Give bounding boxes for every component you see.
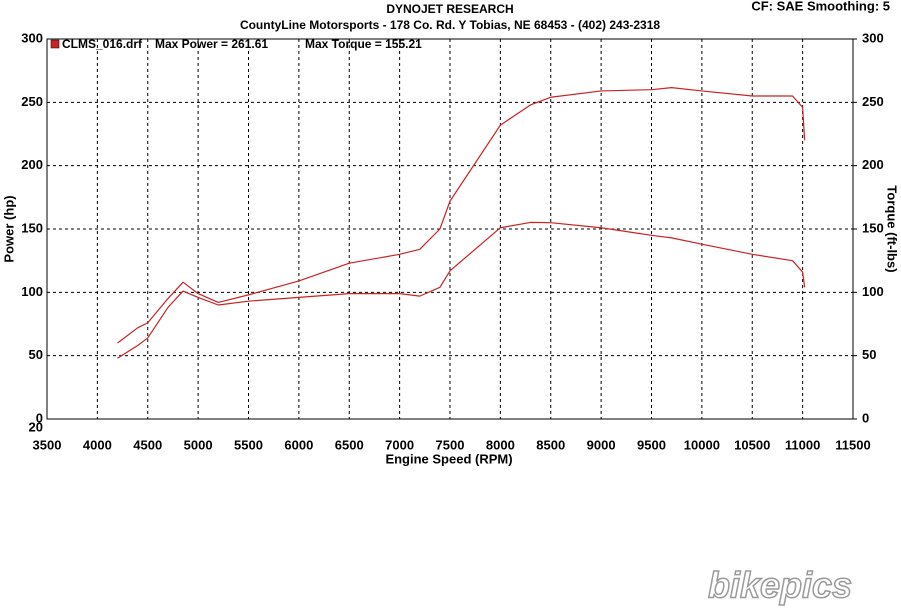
y2-tick-label: 50 xyxy=(862,347,876,362)
y2-tick-label: 100 xyxy=(862,284,884,299)
annotation: Max Power = 261.61 xyxy=(155,37,268,51)
y-tick-label: 200 xyxy=(21,157,43,172)
x-tick-label: 6000 xyxy=(284,437,313,452)
chart-title: DYNOJET RESEARCH xyxy=(386,2,513,16)
x-tick-label: 11500 xyxy=(835,437,870,452)
x-tick-label: 9500 xyxy=(637,437,666,452)
x-tick-label: 10500 xyxy=(734,437,770,452)
x-tick-label: 9000 xyxy=(587,437,616,452)
lines xyxy=(117,87,806,359)
x-tick-label: 8000 xyxy=(486,437,515,452)
x-tick-label: 6500 xyxy=(335,437,364,452)
x-tick-label: 5500 xyxy=(234,437,263,452)
y-tick-label: 150 xyxy=(21,220,43,235)
y2-tick-label: 300 xyxy=(862,30,884,45)
chart-subtitle: CountyLine Motorsports - 178 Co. Rd. Y T… xyxy=(240,18,660,32)
y-tick-label: 50 xyxy=(29,347,43,362)
y-tick-label: 300 xyxy=(21,30,43,45)
series-line xyxy=(117,221,806,359)
x-tick-label: 5000 xyxy=(184,437,213,452)
x-tick-label: 7500 xyxy=(436,437,465,452)
x-tick-label: 7000 xyxy=(385,437,414,452)
y2-tick-label: 200 xyxy=(862,157,884,172)
x-tick-label: 8500 xyxy=(536,437,565,452)
x-tick-label: 3500 xyxy=(33,437,62,452)
y2-tick-label: 150 xyxy=(862,220,884,235)
series-line xyxy=(117,87,806,344)
legend-label: CLMS_016.drf xyxy=(62,37,143,51)
x-tick-label: 4500 xyxy=(133,437,162,452)
x-tick-label: 10000 xyxy=(684,437,720,452)
y2-axis-title: Torque (ft-lbs) xyxy=(885,185,900,272)
annotation: Max Torque = 155.21 xyxy=(305,37,422,51)
y-tick-label: 100 xyxy=(21,284,43,299)
y-axis-title: Power (hp) xyxy=(1,195,16,262)
corner-label: 20 xyxy=(29,419,43,434)
settings-label: CF: SAE Smoothing: 5 xyxy=(751,0,890,13)
y-tick-label: 0 xyxy=(36,410,43,425)
x-tick-label: 11000 xyxy=(785,437,820,452)
legend-swatch xyxy=(50,39,60,49)
y2-tick-label: 0 xyxy=(862,410,869,425)
y2-tick-label: 250 xyxy=(862,94,884,109)
x-axis-title: Engine Speed (RPM) xyxy=(385,451,512,466)
y-tick-label: 250 xyxy=(21,94,43,109)
watermark: bikepics xyxy=(708,565,852,606)
x-tick-label: 4000 xyxy=(83,437,112,452)
